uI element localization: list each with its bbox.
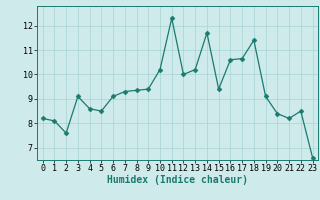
X-axis label: Humidex (Indice chaleur): Humidex (Indice chaleur)	[107, 175, 248, 185]
